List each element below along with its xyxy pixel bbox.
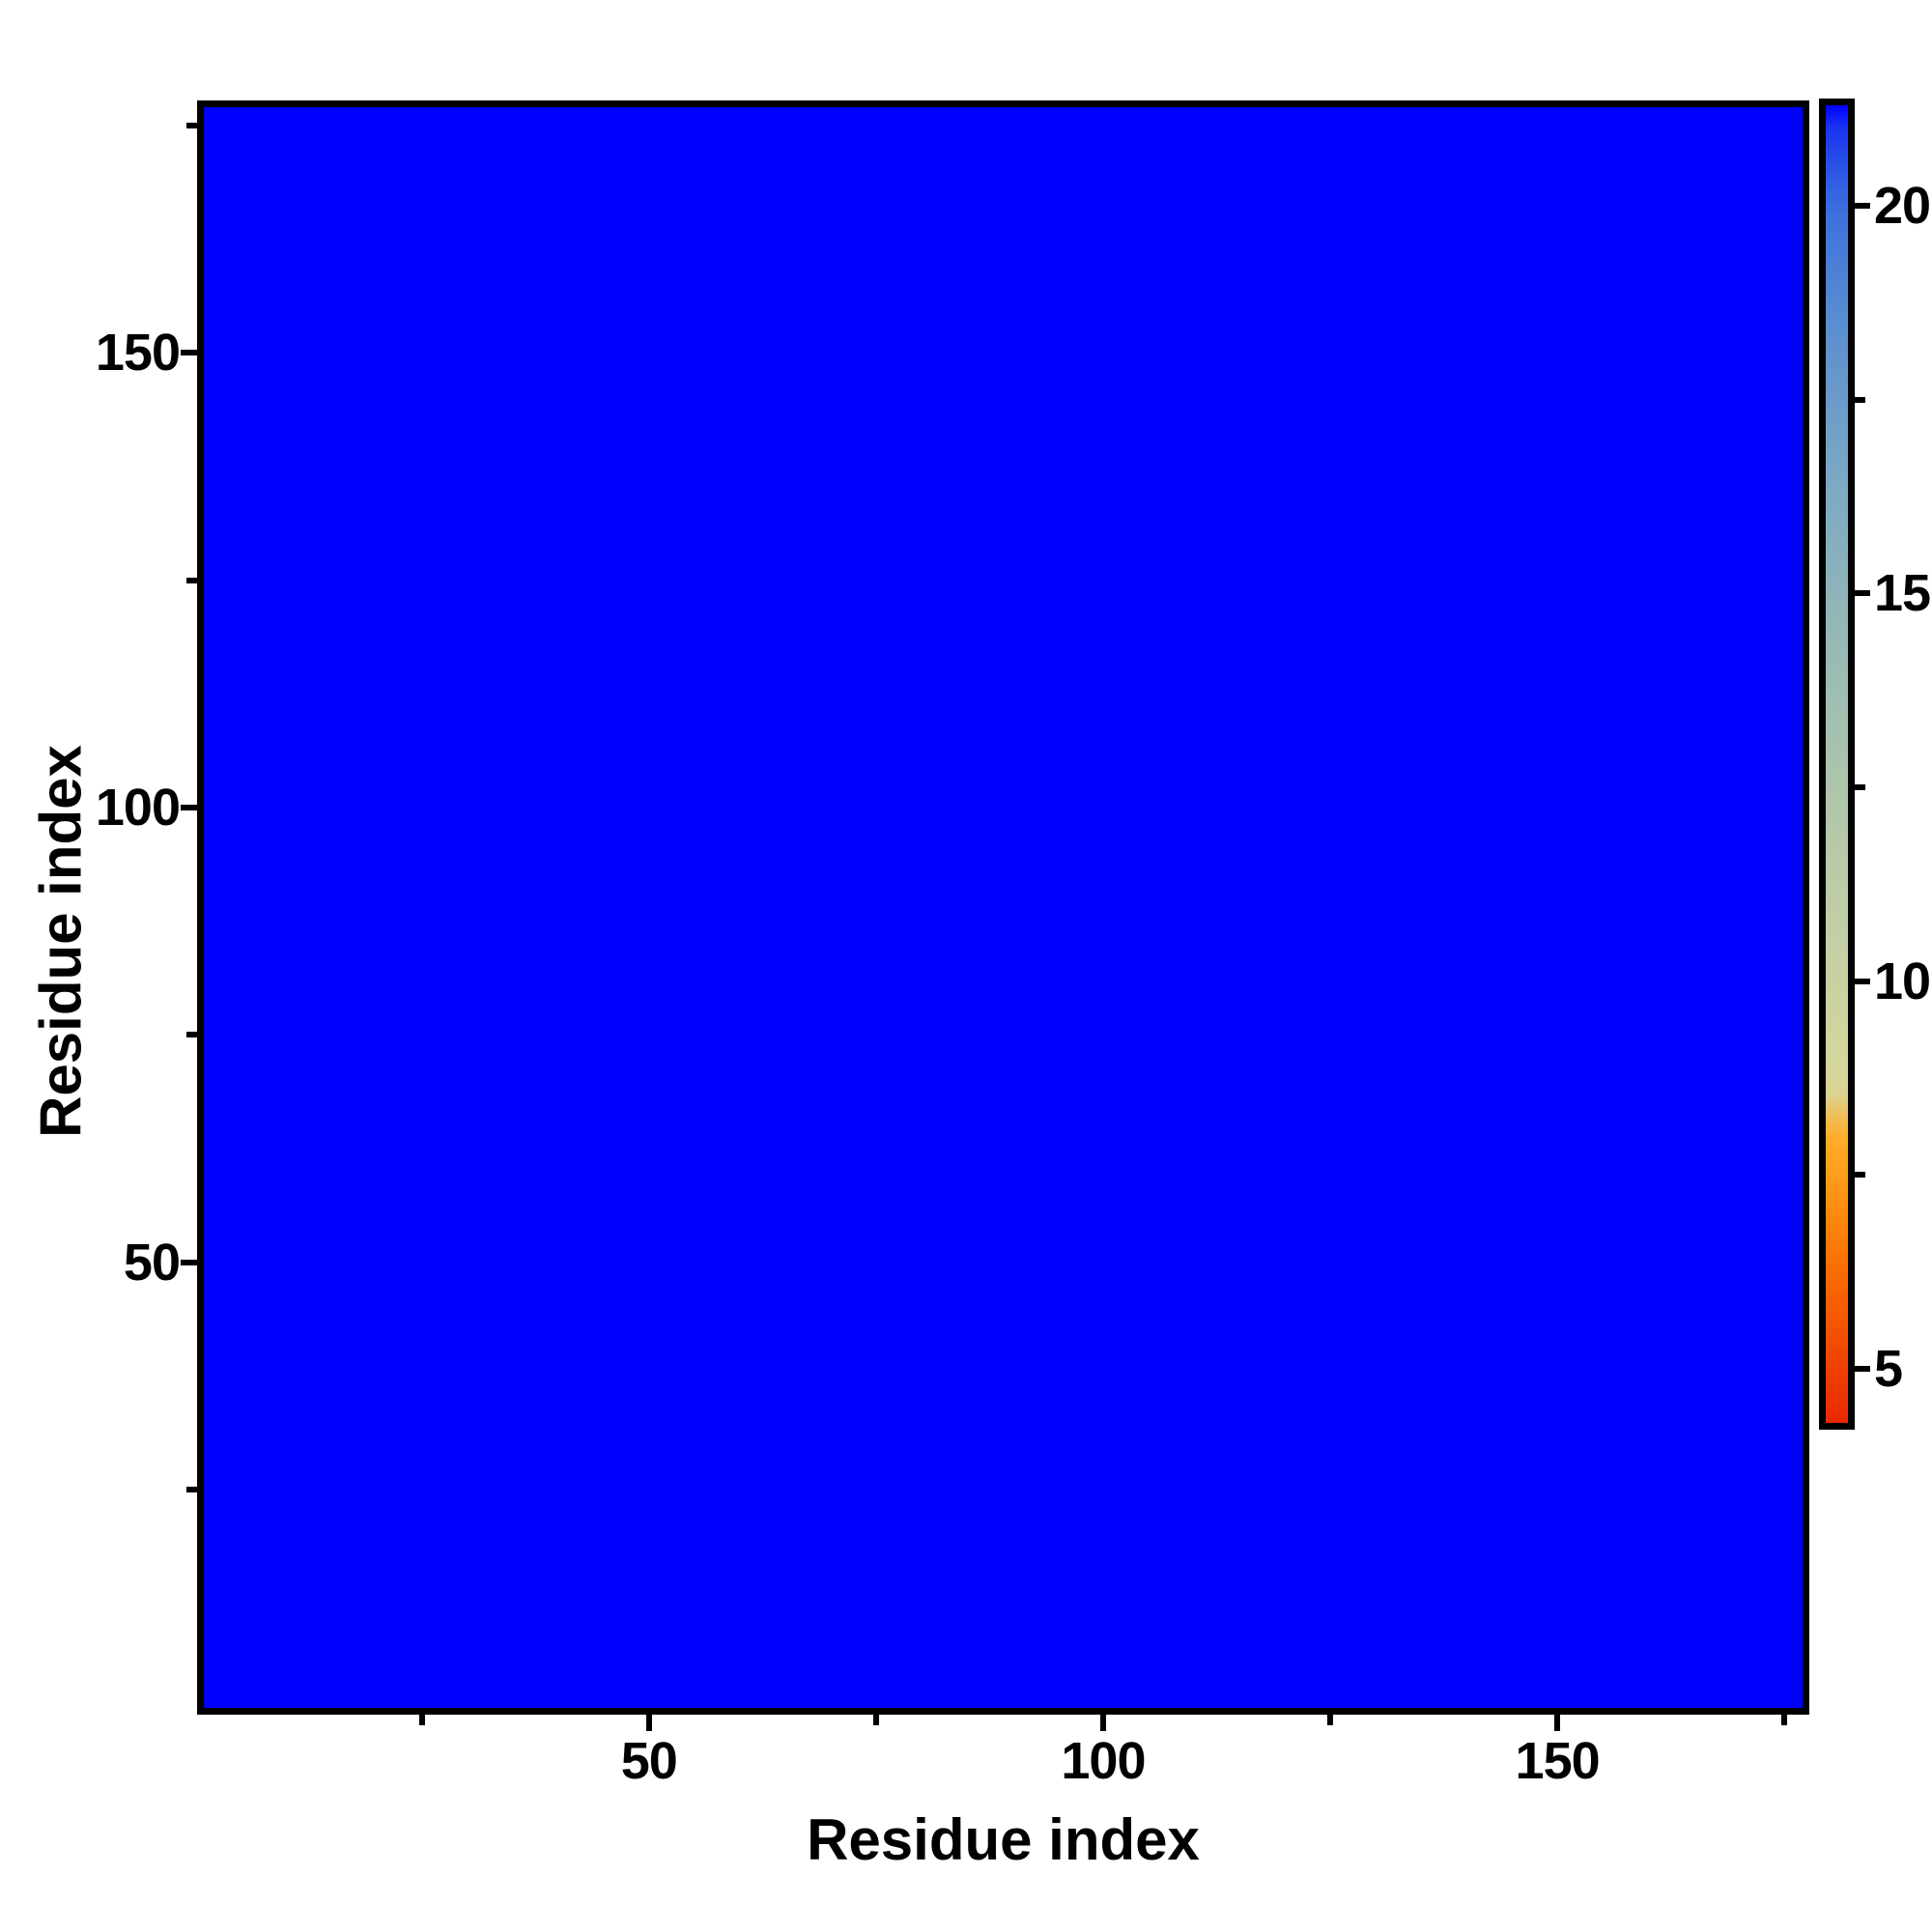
x-tick-mark-100: [1099, 1715, 1106, 1731]
y-tick-mark-100: [181, 804, 197, 810]
colorbar-tick-label-20: 20: [1874, 177, 1931, 236]
colorbar-tick-mark-20: [1855, 203, 1870, 210]
colorbar-tick-label-5: 5: [1874, 1339, 1903, 1398]
y-axis-label: Residue index: [28, 745, 94, 1138]
colorbar-gradient: [1826, 105, 1848, 1423]
x-tick-minor: [1327, 1715, 1334, 1725]
colorbar-tick-minor: [1855, 1172, 1865, 1179]
x-axis-label: Residue index: [807, 1807, 1200, 1872]
x-tick-label-100: 100: [1061, 1732, 1146, 1790]
y-tick-label-100: 100: [95, 778, 181, 837]
y-tick-label-150: 150: [95, 324, 181, 383]
colorbar-tick-mark-5: [1855, 1365, 1870, 1372]
x-tick-minor: [1781, 1715, 1788, 1725]
y-tick-label-50: 50: [123, 1233, 181, 1292]
colorbar-tick-label-15: 15: [1874, 564, 1931, 623]
x-tick-label-150: 150: [1515, 1732, 1601, 1790]
colorbar-tick-mark-10: [1855, 978, 1870, 984]
colorbar-tick-label-10: 10: [1874, 952, 1931, 1010]
colorbar-tick-minor: [1855, 396, 1865, 403]
x-tick-label-50: 50: [620, 1732, 678, 1790]
x-tick-minor: [872, 1715, 879, 1725]
y-tick-minor: [186, 577, 197, 583]
x-tick-mark-150: [1554, 1715, 1561, 1731]
heatmap-plot-area: [197, 100, 1809, 1715]
colorbar-tick-mark-15: [1855, 590, 1870, 597]
colorbar-tick-minor: [1855, 784, 1865, 791]
x-tick-mark-50: [645, 1715, 652, 1731]
y-tick-minor: [186, 122, 197, 128]
colorbar: [1819, 99, 1855, 1430]
y-tick-minor: [186, 1487, 197, 1493]
y-tick-mark-50: [181, 1259, 197, 1265]
y-tick-minor: [186, 1032, 197, 1038]
heatmap-canvas: [204, 107, 494, 252]
x-tick-minor: [418, 1715, 425, 1725]
y-tick-mark-150: [181, 350, 197, 356]
